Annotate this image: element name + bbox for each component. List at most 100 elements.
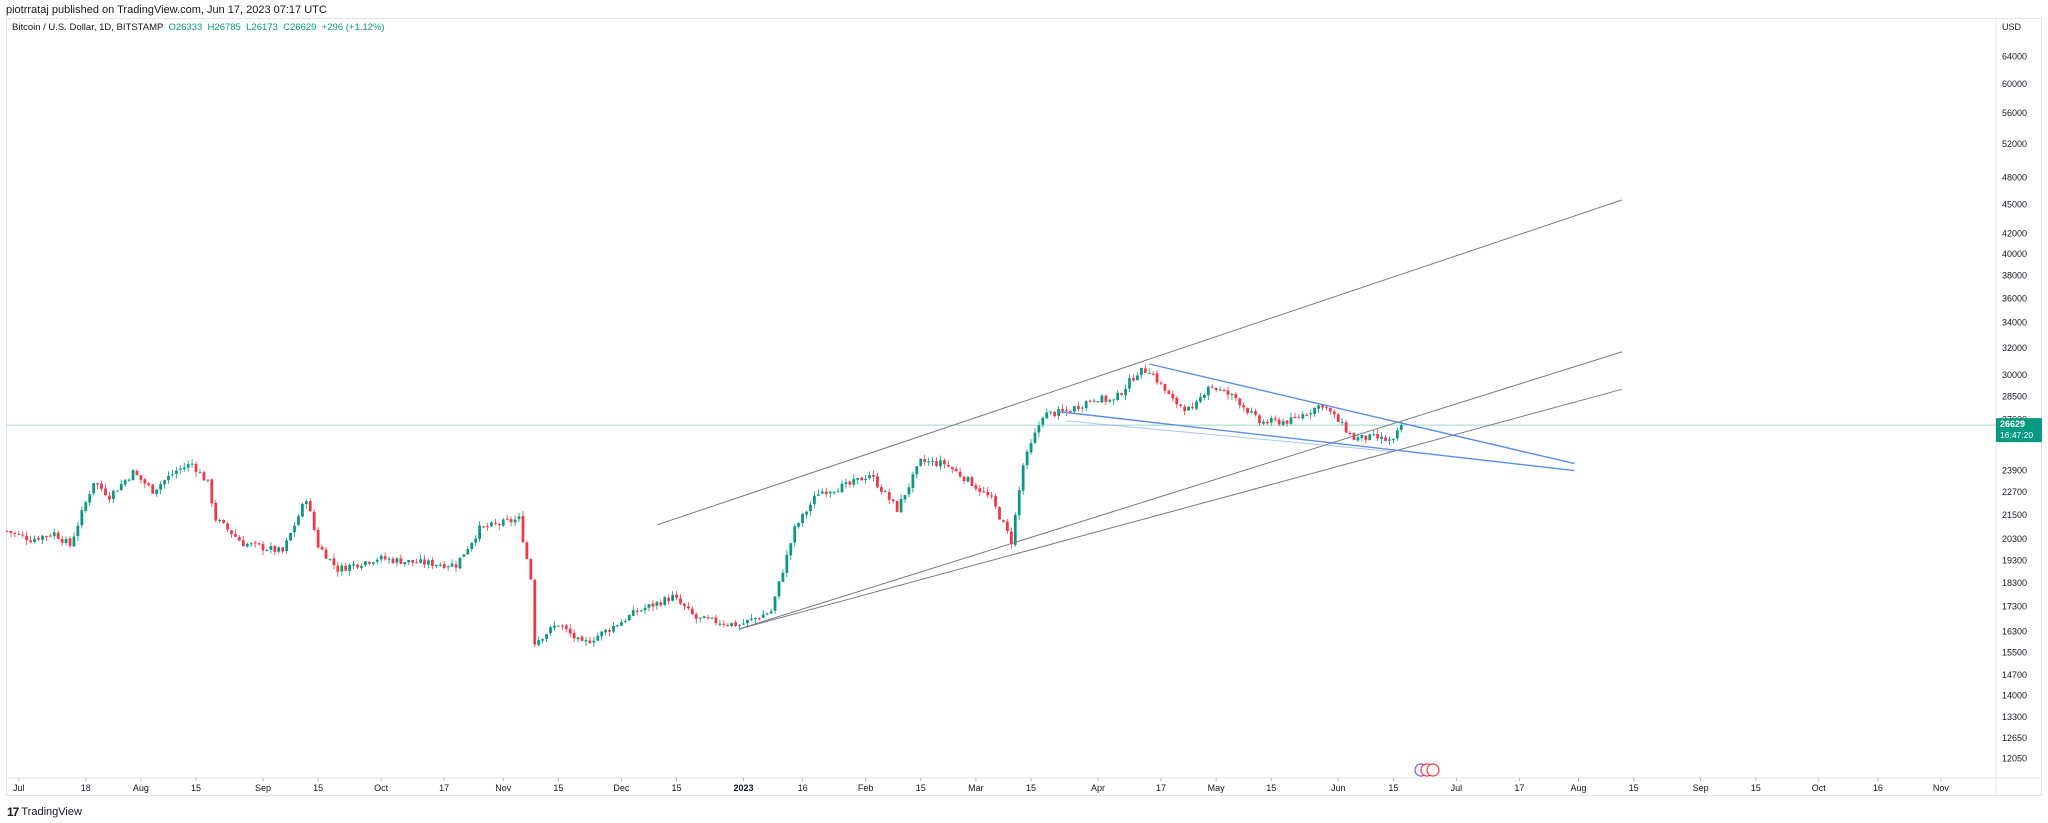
candle-body xyxy=(517,516,521,520)
candle-body xyxy=(344,565,348,571)
time-tick-label: 17 xyxy=(1514,783,1524,793)
time-tick-label: 17 xyxy=(1156,783,1166,793)
candle-body xyxy=(332,558,336,565)
candle-body xyxy=(950,467,954,470)
candle-body xyxy=(923,459,927,463)
candle-body xyxy=(304,501,308,505)
candle-body xyxy=(360,566,363,568)
candle-body xyxy=(1392,438,1395,440)
candle-body xyxy=(813,495,816,504)
candle-body xyxy=(328,558,332,560)
price-tick-label: 14000 xyxy=(2002,690,2027,700)
candle-body xyxy=(769,611,773,614)
candle-body xyxy=(1234,394,1238,399)
candle-body xyxy=(206,479,210,481)
candle-body xyxy=(1124,389,1127,396)
candle-body xyxy=(1332,411,1336,415)
candle-body xyxy=(257,543,261,545)
footer-brand-label: TradingView xyxy=(21,806,82,818)
candle-body xyxy=(604,629,608,633)
candle-body xyxy=(1289,417,1293,424)
candle-body xyxy=(816,494,820,496)
candle-body xyxy=(182,467,186,470)
candle-body xyxy=(1230,393,1234,395)
time-tick-label: Apr xyxy=(1091,783,1105,793)
candle-body xyxy=(241,540,245,547)
candle-body xyxy=(891,499,895,502)
candle-body xyxy=(1293,416,1297,418)
candle-body xyxy=(679,598,682,604)
candle-body xyxy=(1195,401,1198,409)
candle-body xyxy=(446,566,450,568)
time-tick-label: May xyxy=(1208,783,1226,793)
candle-body xyxy=(92,483,96,494)
candle-body xyxy=(525,542,529,559)
candle-body xyxy=(1285,420,1289,424)
candle-body xyxy=(501,519,505,526)
candle-body xyxy=(1175,397,1179,405)
candle-body xyxy=(974,485,978,489)
candle-body xyxy=(265,550,269,552)
candle-body xyxy=(560,625,564,627)
candle-body xyxy=(245,543,249,547)
candle-body xyxy=(958,471,962,477)
candle-body xyxy=(777,581,781,597)
time-tick-label: Aug xyxy=(133,783,149,793)
candle-body xyxy=(1171,393,1175,399)
candle-body xyxy=(115,490,119,492)
candle-body xyxy=(687,606,690,609)
candle-body xyxy=(336,565,340,572)
candle-body xyxy=(450,563,454,567)
candle-body xyxy=(56,532,60,539)
candle-body xyxy=(293,525,296,533)
legend-open-label: O xyxy=(168,22,176,33)
candle-body xyxy=(1139,367,1143,375)
candle-body xyxy=(824,491,828,495)
legend-close: 26629 xyxy=(290,22,317,33)
candle-body xyxy=(797,523,801,527)
candle-body xyxy=(694,614,698,619)
candle-body xyxy=(1250,411,1253,413)
candle-body xyxy=(1006,521,1009,531)
candle-body xyxy=(1277,419,1281,425)
candle-body xyxy=(104,488,107,496)
candle-body xyxy=(84,502,88,511)
candle-body xyxy=(1321,405,1324,408)
candle-body xyxy=(698,617,702,619)
candle-body xyxy=(178,468,182,470)
candle-body xyxy=(966,476,970,482)
candle-body xyxy=(143,479,147,484)
candle-body xyxy=(655,601,659,606)
candle-body xyxy=(757,618,761,620)
candle-body xyxy=(289,532,292,541)
candle-body xyxy=(1214,388,1218,391)
candle-body xyxy=(76,525,80,537)
candle-body xyxy=(541,639,545,641)
candle-body xyxy=(466,548,470,555)
legend-symbol: Bitcoin / U.S. Dollar, 1D, BITSTAMP xyxy=(12,22,164,33)
candle-body xyxy=(171,474,174,476)
candle-body xyxy=(946,464,950,467)
candle-body xyxy=(1262,421,1265,424)
candle-body xyxy=(1100,395,1104,403)
candle-body xyxy=(364,561,367,566)
time-tick-label: 15 xyxy=(1026,783,1036,793)
legend-low-label: L xyxy=(246,22,252,33)
candle-body xyxy=(5,530,9,532)
candle-body xyxy=(1132,378,1135,381)
candle-body xyxy=(781,572,785,582)
candle-body xyxy=(438,564,442,566)
candle-body xyxy=(765,613,769,615)
candle-body xyxy=(883,491,887,493)
candle-body xyxy=(222,519,226,523)
price-tick-label: 64000 xyxy=(2002,52,2027,62)
time-tick-label: Aug xyxy=(1570,783,1586,793)
candle-body xyxy=(68,538,72,546)
time-tick-label: Nov xyxy=(495,783,512,793)
candle-body xyxy=(919,458,923,466)
candle-body xyxy=(1088,400,1092,402)
candle-body xyxy=(470,542,474,549)
candle-body xyxy=(1218,389,1222,391)
candle-body xyxy=(316,529,320,548)
